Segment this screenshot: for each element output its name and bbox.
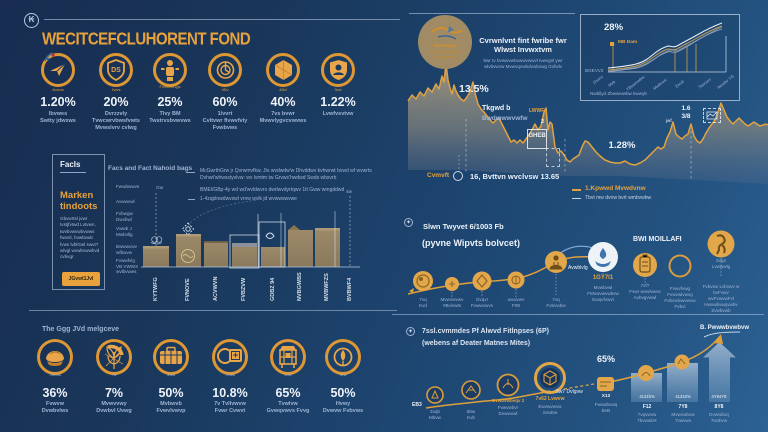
svg-text:DS: DS [111, 67, 121, 74]
svg-text:Gw: Gw [156, 185, 164, 191]
svg-text:4w: 4w [346, 189, 353, 195]
svg-text:wvw wvwbvwbvgw: wvw wvwbvwbvgw [429, 50, 461, 54]
svg-text:wvl wfwvwv wl: wvl wfwvwv wl [433, 55, 457, 59]
svg-text:Dwwwvgw: Dwwwvgw [434, 43, 457, 48]
